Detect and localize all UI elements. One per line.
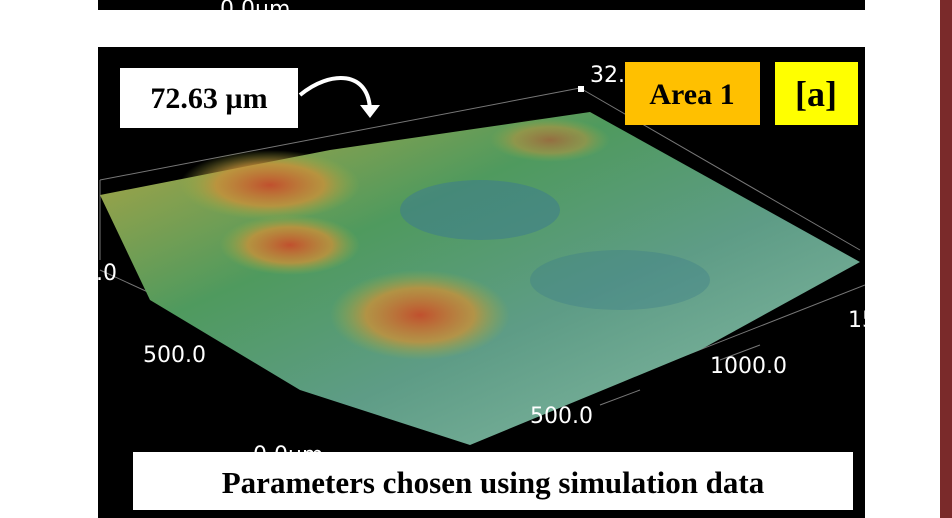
axis-label: 1000.0 xyxy=(710,354,787,379)
axis-label: 500.0 xyxy=(530,404,593,429)
edge-strip xyxy=(940,0,952,518)
axis-label: 500.0 xyxy=(143,343,206,368)
height-label: 72.63 µm xyxy=(150,82,267,115)
top-panel xyxy=(98,0,865,10)
axis-label: 0.0 xyxy=(82,261,117,286)
axis-label: 0.0µm xyxy=(220,0,290,22)
area-label: Area 1 xyxy=(649,78,734,111)
axis-label: 15 xyxy=(848,308,876,333)
page: 0.0µm 32.2 0.0 500.0 1000.0 500.0 0.0µm … xyxy=(0,0,952,518)
panel-label: [a] xyxy=(795,74,837,114)
caption: Parameters chosen using simulation data xyxy=(222,465,765,500)
slide: 0.0µm 32.2 0.0 500.0 1000.0 500.0 0.0µm … xyxy=(0,0,952,518)
